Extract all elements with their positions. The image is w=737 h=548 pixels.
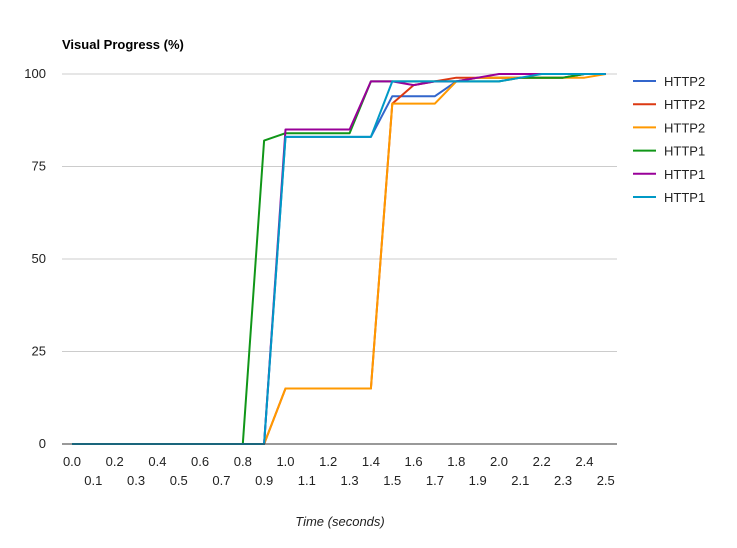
- x-tick-label: 1.2: [319, 454, 337, 469]
- x-tick-label: 0.0: [63, 454, 81, 469]
- chart-title: Visual Progress (%): [62, 37, 184, 52]
- x-tick-label: 0.1: [84, 473, 102, 488]
- legend-label: HTTP2: [664, 74, 705, 89]
- x-tick-label: 2.0: [490, 454, 508, 469]
- legend-label: HTTP1: [664, 144, 705, 159]
- legend-label: HTTP2: [664, 97, 705, 112]
- x-tick-label: 0.9: [255, 473, 273, 488]
- x-tick-label: 1.6: [405, 454, 423, 469]
- x-tick-label: 0.8: [234, 454, 252, 469]
- x-tick-label: 0.4: [148, 454, 166, 469]
- y-tick-label: 100: [24, 66, 46, 81]
- x-tick-label: 0.3: [127, 473, 145, 488]
- y-axis-ticks: 0 25 50 75 100: [24, 66, 46, 451]
- x-axis-label: Time (seconds): [295, 514, 384, 529]
- x-tick-label: 1.7: [426, 473, 444, 488]
- y-tick-label: 25: [32, 344, 46, 359]
- legend-label: HTTP2: [664, 120, 705, 135]
- x-tick-label: 1.9: [469, 473, 487, 488]
- legend-label: HTTP1: [664, 190, 705, 205]
- y-tick-label: 75: [32, 159, 46, 174]
- x-tick-label: 0.6: [191, 454, 209, 469]
- x-tick-label: 2.2: [533, 454, 551, 469]
- gridlines: [62, 73, 617, 352]
- series-lines: [72, 73, 606, 445]
- x-tick-label: 0.7: [212, 473, 230, 488]
- x-tick-label: 2.4: [575, 454, 593, 469]
- x-tick-label: 0.5: [170, 473, 188, 488]
- x-tick-label: 2.1: [511, 473, 529, 488]
- series-line-6: [72, 73, 606, 445]
- x-tick-label: 1.8: [447, 454, 465, 469]
- x-tick-label: 2.3: [554, 473, 572, 488]
- legend-label: HTTP1: [664, 167, 705, 182]
- legend: HTTP2 HTTP2 HTTP2 HTTP1 HTTP1 HTTP1: [633, 74, 705, 205]
- y-tick-label: 50: [32, 251, 46, 266]
- x-tick-label: 1.0: [276, 454, 294, 469]
- x-tick-label: 1.5: [383, 473, 401, 488]
- x-tick-label: 0.2: [106, 454, 124, 469]
- x-tick-label: 1.3: [341, 473, 359, 488]
- x-tick-label: 1.1: [298, 473, 316, 488]
- x-axis-ticks: 0.00.1 0.20.30.4 0.50.60.7 0.80.91.0 1.11.2 1…: [63, 454, 615, 488]
- x-tick-label: 2.5: [597, 473, 615, 488]
- y-tick-label: 0: [39, 436, 46, 451]
- x-tick-label: 1.4: [362, 454, 380, 469]
